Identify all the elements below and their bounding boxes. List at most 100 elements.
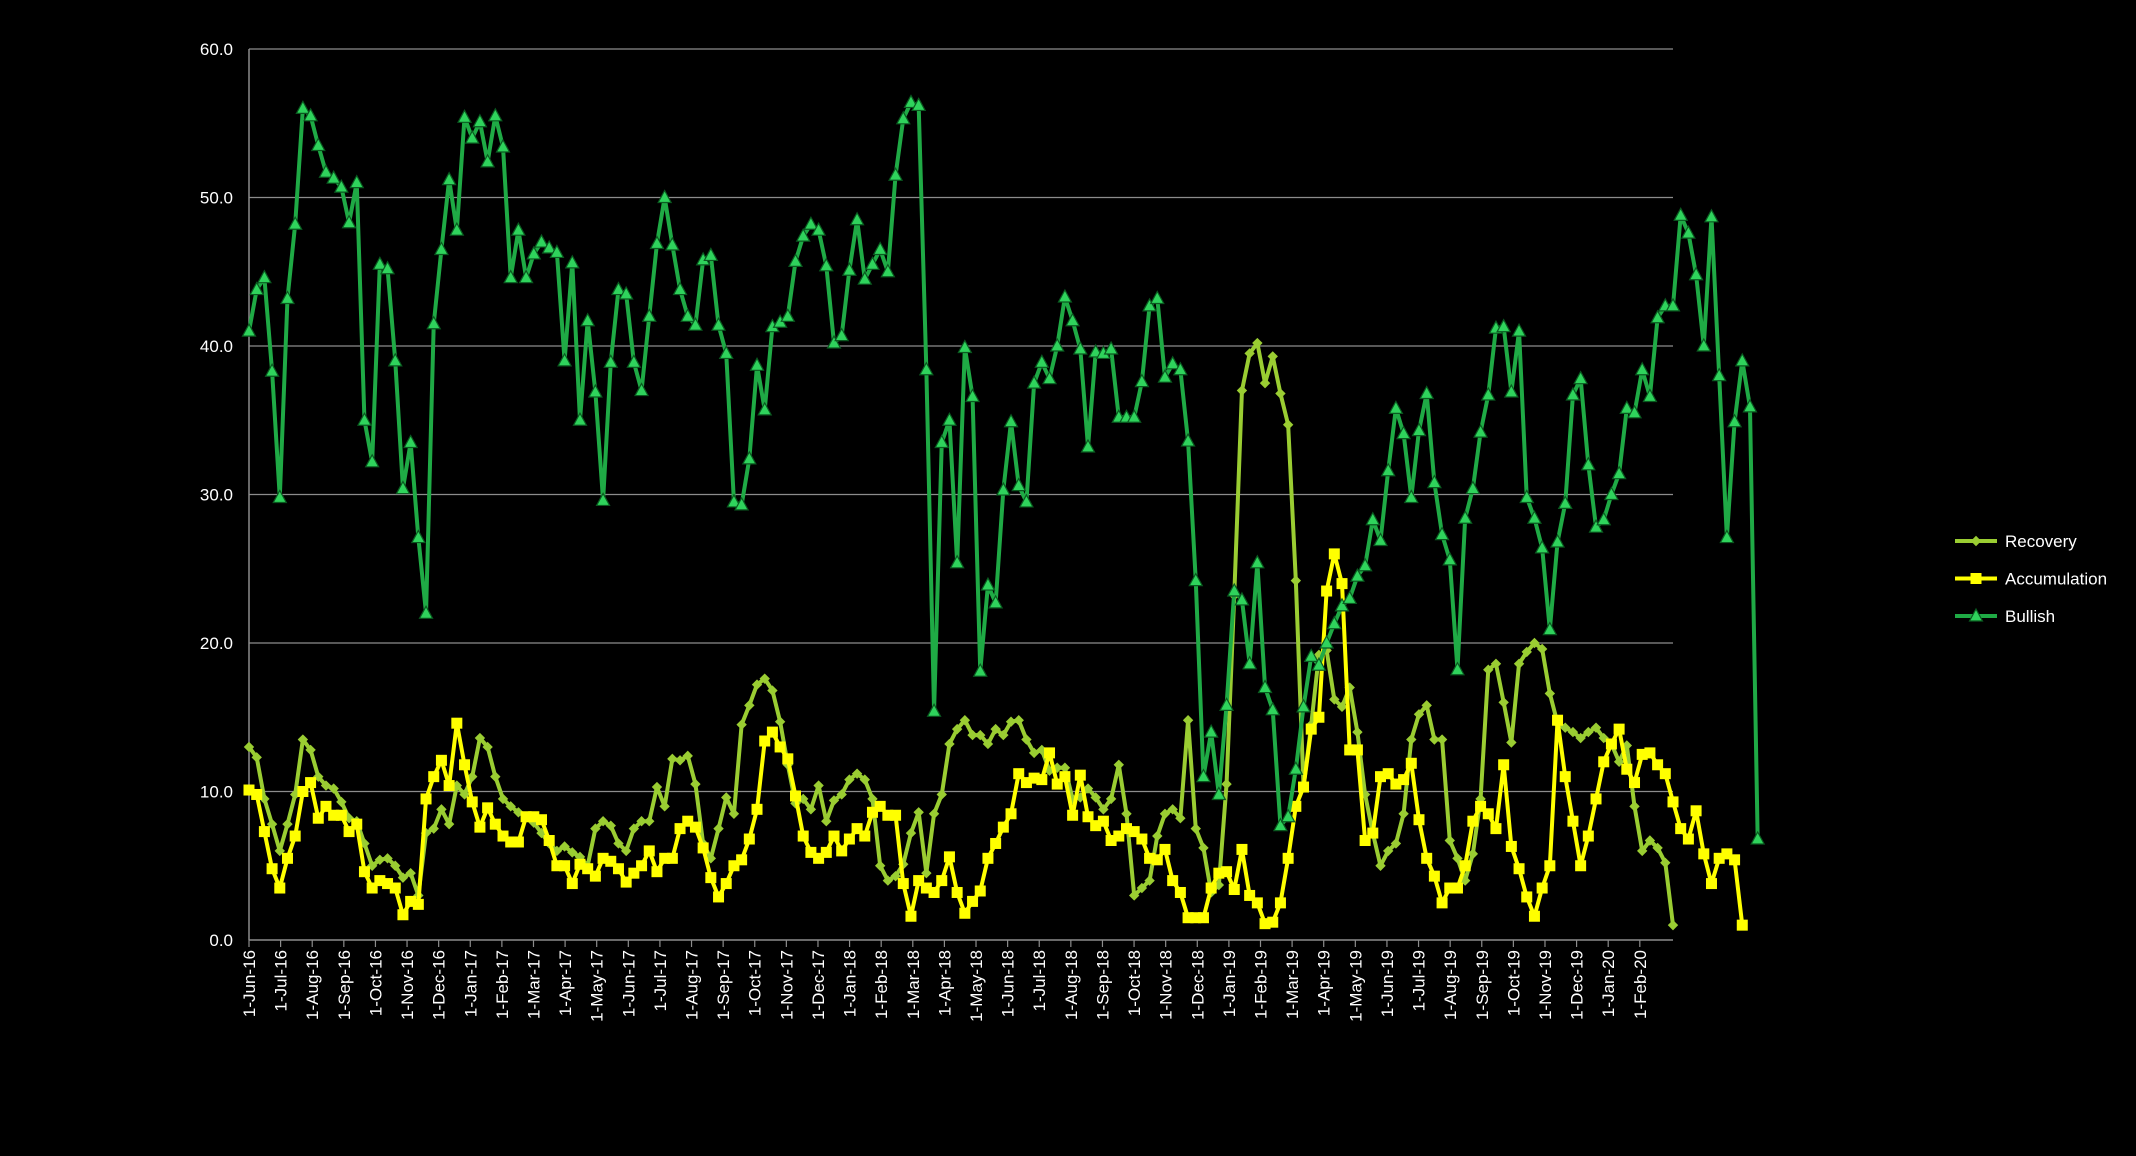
- data-point-accumulation: [1282, 852, 1294, 864]
- data-point-bullish: [1526, 510, 1542, 524]
- x-tick-label: 1-Nov-19: [1536, 950, 1555, 1020]
- data-point-recovery: [1629, 801, 1640, 812]
- data-point-accumulation: [1344, 744, 1356, 756]
- data-point-recovery: [1406, 734, 1417, 745]
- data-point-accumulation: [1729, 854, 1741, 866]
- data-point-bullish: [1188, 572, 1204, 587]
- data-point-bullish: [1642, 388, 1658, 403]
- data-point-bullish: [1419, 385, 1435, 400]
- x-tick-label: 1-Feb-19: [1251, 950, 1270, 1019]
- data-point-bullish: [403, 434, 419, 449]
- data-point-accumulation: [1505, 840, 1517, 852]
- data-point-bullish: [1680, 224, 1696, 239]
- data-point-bullish: [1372, 532, 1389, 547]
- legend-item-recovery: Recovery: [1955, 532, 2077, 551]
- data-point-recovery: [1359, 789, 1371, 800]
- data-point-bullish: [572, 411, 588, 426]
- data-point-recovery: [1490, 658, 1502, 669]
- data-point-recovery: [1144, 875, 1155, 886]
- data-point-bullish: [1396, 425, 1412, 440]
- x-tick-label: 1-May-19: [1346, 950, 1365, 1022]
- data-point-bullish: [1311, 657, 1327, 671]
- data-point-accumulation: [628, 867, 640, 879]
- data-point-bullish: [1426, 474, 1442, 489]
- x-tick-label: 1-Nov-17: [777, 950, 796, 1020]
- data-point-recovery: [251, 752, 262, 763]
- data-point-bullish: [279, 290, 295, 305]
- data-point-bullish: [1272, 817, 1288, 832]
- data-point-bullish: [834, 327, 850, 342]
- data-point-bullish: [1473, 423, 1489, 438]
- data-point-bullish: [788, 253, 804, 267]
- data-point-accumulation: [1028, 772, 1040, 784]
- data-point-bullish: [472, 113, 488, 128]
- data-point-bullish: [1349, 567, 1365, 582]
- data-point-accumulation: [1590, 793, 1602, 805]
- data-point-accumulation: [697, 842, 709, 854]
- data-point-accumulation: [489, 818, 501, 830]
- x-tick-label: 1-Jan-17: [461, 950, 480, 1017]
- data-point-recovery: [320, 780, 332, 791]
- data-point-accumulation: [1667, 796, 1679, 808]
- data-point-recovery: [436, 804, 447, 815]
- data-point-recovery: [690, 778, 701, 790]
- data-point-bullish: [934, 434, 950, 449]
- data-point-recovery: [1421, 700, 1432, 711]
- data-point-bullish: [1411, 422, 1427, 437]
- data-point-bullish: [1688, 266, 1704, 281]
- data-point-recovery: [259, 793, 270, 805]
- data-point-recovery: [505, 801, 516, 812]
- data-point-bullish: [1157, 368, 1173, 383]
- data-point-bullish: [1057, 288, 1073, 303]
- data-point-recovery: [551, 845, 563, 857]
- data-point-bullish: [1511, 322, 1527, 337]
- data-point-recovery: [1082, 783, 1094, 794]
- data-point-accumulation: [1128, 826, 1140, 838]
- data-point-bullish: [803, 215, 819, 230]
- data-point-accumulation: [759, 735, 771, 747]
- data-point-accumulation: [959, 907, 971, 919]
- data-point-accumulation: [528, 811, 540, 823]
- data-point-bullish: [380, 260, 396, 275]
- data-point-bullish: [780, 308, 796, 322]
- data-point-accumulation: [1605, 738, 1617, 750]
- data-point-bullish: [711, 316, 727, 331]
- data-point-recovery: [1383, 845, 1394, 857]
- data-point-accumulation: [874, 800, 886, 812]
- data-point-accumulation: [512, 836, 524, 848]
- data-point-recovery: [1159, 808, 1171, 819]
- data-point-recovery: [1121, 808, 1132, 819]
- data-point-accumulation: [728, 860, 740, 872]
- data-point-accumulation: [1421, 852, 1433, 864]
- data-point-accumulation: [1467, 815, 1479, 827]
- data-point-bullish: [510, 221, 526, 236]
- data-point-accumulation: [820, 846, 832, 858]
- data-point-recovery: [1221, 778, 1232, 790]
- data-point-recovery: [1567, 726, 1579, 738]
- data-point-recovery: [1660, 857, 1671, 868]
- data-point-accumulation: [1629, 777, 1641, 789]
- data-point-recovery: [1290, 575, 1302, 586]
- data-point-recovery: [1028, 747, 1040, 759]
- data-point-bullish: [1211, 786, 1227, 801]
- data-point-recovery: [1152, 830, 1163, 842]
- data-point-accumulation: [636, 860, 648, 872]
- x-tick-label: 1-Aug-16: [303, 950, 322, 1020]
- data-point-recovery: [1059, 762, 1071, 773]
- data-point-bullish: [649, 235, 665, 250]
- data-point-accumulation: [705, 872, 717, 884]
- x-tick-label: 1-Jul-16: [272, 950, 291, 1011]
- data-point-bullish: [818, 257, 834, 272]
- data-point-accumulation: [1044, 747, 1056, 759]
- x-tick-label: 1-May-17: [588, 950, 607, 1022]
- data-point-accumulation: [1020, 777, 1032, 789]
- data-point-accumulation: [1482, 808, 1494, 820]
- data-point-bullish: [1234, 591, 1250, 606]
- series-accumulation: [243, 548, 1748, 931]
- data-point-recovery: [1021, 734, 1032, 745]
- data-point-bullish: [1342, 590, 1358, 605]
- data-point-bullish: [1742, 398, 1758, 413]
- data-point-bullish: [672, 281, 688, 296]
- data-point-bullish: [972, 662, 988, 677]
- data-point-bullish: [849, 211, 865, 226]
